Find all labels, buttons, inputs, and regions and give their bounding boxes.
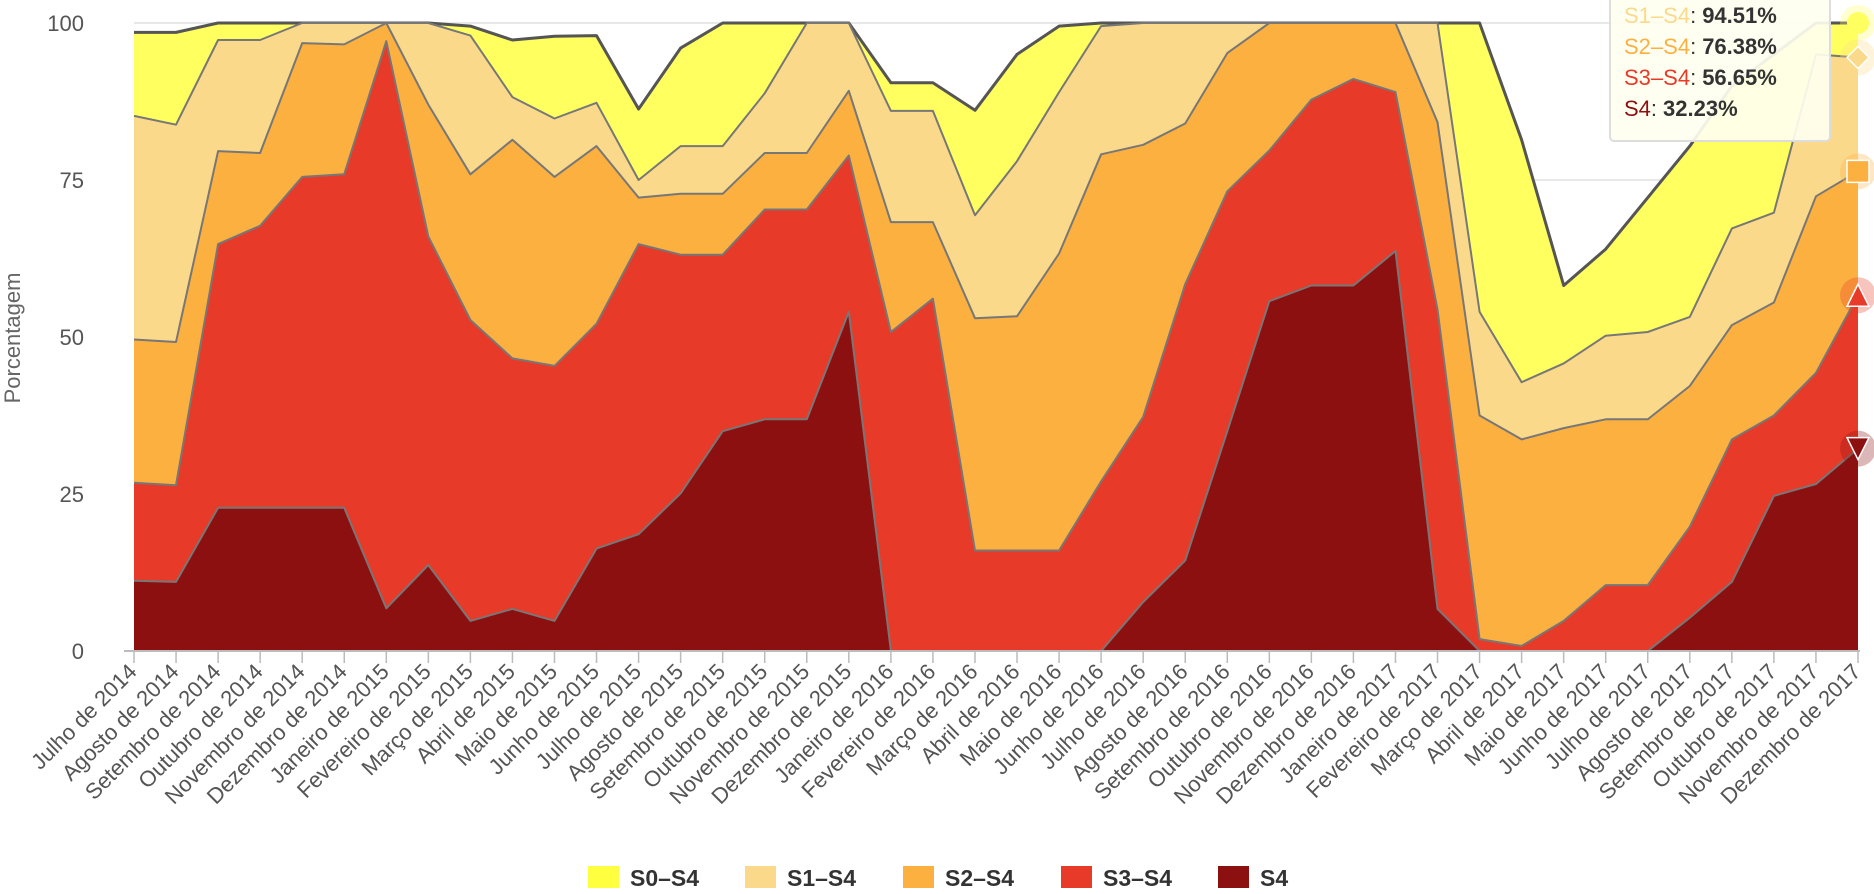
y-tick-label: 25 xyxy=(60,482,84,507)
tooltip-separator: : xyxy=(1690,65,1696,90)
tooltip-value: 94.51% xyxy=(1702,3,1777,28)
tooltip-row: S1–S4: 94.51% xyxy=(1624,3,1777,28)
legend-label: S0–S4 xyxy=(630,865,699,891)
y-tick-label: 100 xyxy=(47,11,84,36)
tooltip: S0–S4:100%S1–S4:94.51%S2–S4:76.38%S3–S4:… xyxy=(1609,0,1831,142)
tooltip-row: S3–S4: 56.65% xyxy=(1624,65,1777,90)
area-line xyxy=(133,22,1859,441)
area-line xyxy=(133,22,1859,384)
legend-swatch xyxy=(1218,866,1249,888)
tooltip-row: S2–S4: 76.38% xyxy=(1624,34,1777,59)
tooltip-value: 32.23% xyxy=(1663,96,1738,121)
tooltip-box xyxy=(1609,0,1831,142)
marker xyxy=(1846,159,1870,184)
y-tick-label: 75 xyxy=(60,168,84,193)
legend-label: S4 xyxy=(1260,865,1288,891)
legend-swatch xyxy=(903,866,934,888)
tooltip-name: S1–S4 xyxy=(1624,3,1690,28)
legend-swatch xyxy=(745,866,776,888)
tooltip-value: 56.65% xyxy=(1702,65,1777,90)
legend-label: S3–S4 xyxy=(1103,865,1172,891)
legend-label: S1–S4 xyxy=(787,865,856,891)
tooltip-name: S4 xyxy=(1624,96,1651,121)
legend-swatch xyxy=(1061,866,1092,888)
marker xyxy=(1845,436,1871,462)
tooltip-name: S3–S4 xyxy=(1624,65,1690,90)
area xyxy=(134,251,1858,651)
tooltip-separator: : xyxy=(1690,3,1696,28)
tooltip-separator: : xyxy=(1690,34,1696,59)
area xyxy=(134,41,1858,651)
y-axis-title: Porcentagem xyxy=(0,273,25,404)
tooltip-value: 76.38% xyxy=(1702,34,1777,59)
tooltip-row: S4: 32.23% xyxy=(1624,96,1738,121)
tooltip-separator: : xyxy=(1651,96,1657,121)
marker xyxy=(1845,45,1871,70)
legend-swatch xyxy=(588,866,619,888)
y-tick-label: 0 xyxy=(72,639,84,664)
legend-label: S2–S4 xyxy=(945,865,1014,891)
area-line xyxy=(133,40,1859,647)
y-tick-label: 50 xyxy=(60,325,84,350)
marker xyxy=(1847,12,1869,34)
tooltip-name: S2–S4 xyxy=(1624,34,1690,59)
marker xyxy=(1845,282,1871,307)
